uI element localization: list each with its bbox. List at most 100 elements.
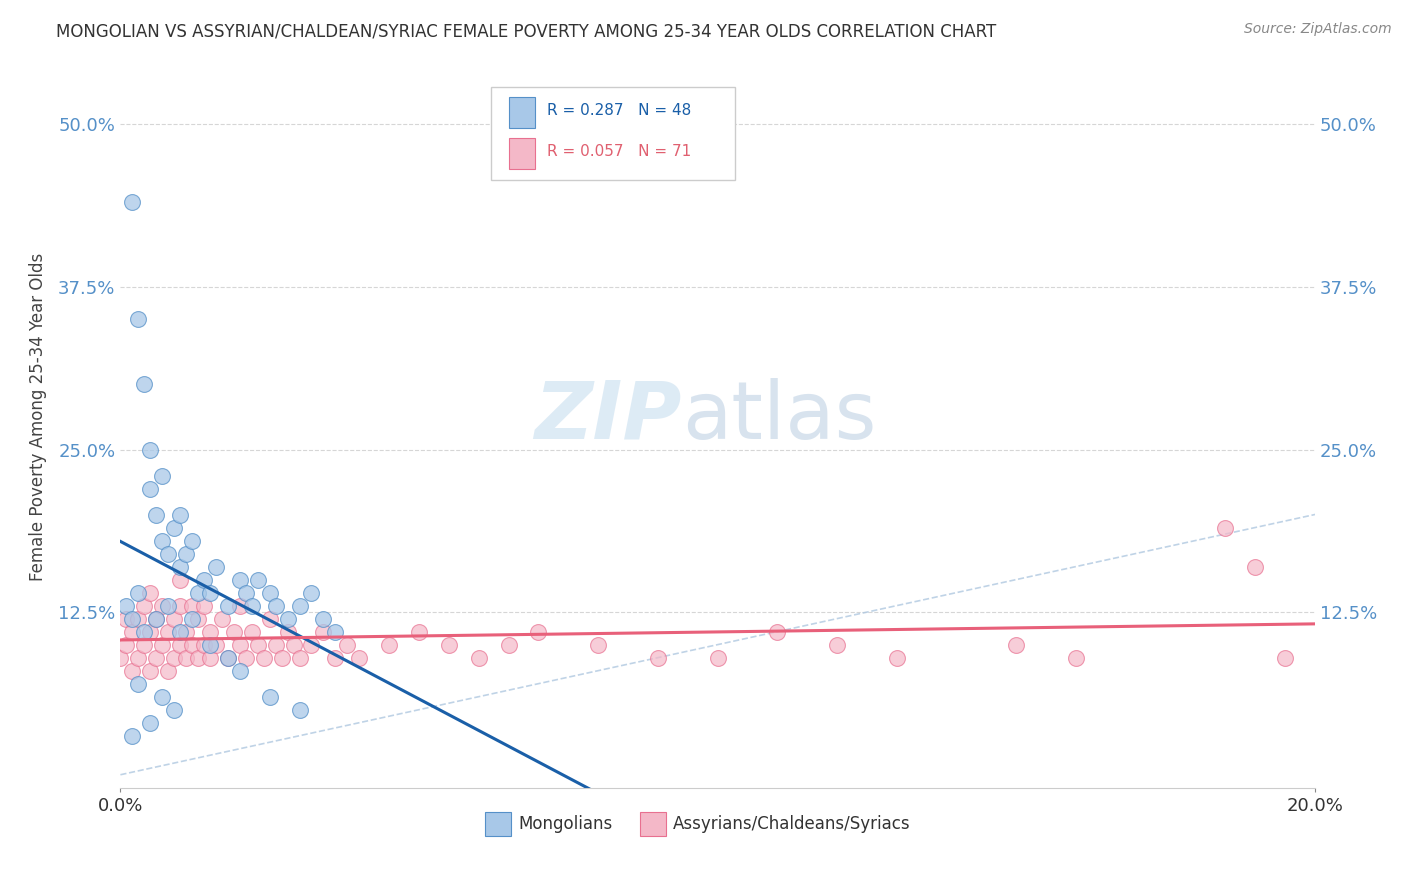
Point: [169, 624, 191, 639]
Point: [134, 377, 156, 392]
Point: [134, 624, 156, 639]
Point: [229, 664, 252, 678]
Point: [145, 612, 167, 626]
Point: [127, 612, 149, 626]
Point: [163, 612, 186, 626]
Point: [349, 650, 371, 665]
Point: [150, 690, 173, 704]
Point: [187, 612, 209, 626]
Point: [139, 442, 162, 457]
Point: [115, 638, 138, 652]
Point: [127, 585, 149, 599]
Point: [498, 638, 520, 652]
Point: [647, 650, 669, 665]
FancyBboxPatch shape: [509, 97, 534, 128]
Point: [198, 650, 221, 665]
Point: [157, 547, 180, 561]
Point: [277, 624, 299, 639]
Point: [181, 612, 204, 626]
Point: [121, 664, 143, 678]
Point: [211, 612, 233, 626]
Point: [187, 650, 209, 665]
Point: [145, 650, 167, 665]
Point: [886, 650, 908, 665]
Point: [139, 585, 162, 599]
Point: [467, 650, 489, 665]
Text: Assyrians/Chaldeans/Syriacs: Assyrians/Chaldeans/Syriacs: [673, 815, 911, 833]
Point: [217, 650, 239, 665]
Point: [163, 520, 186, 534]
Point: [174, 624, 197, 639]
Point: [127, 676, 149, 690]
Text: Source: ZipAtlas.com: Source: ZipAtlas.com: [1244, 22, 1392, 37]
Point: [527, 624, 550, 639]
Point: [163, 650, 186, 665]
Point: [259, 585, 281, 599]
Point: [139, 664, 162, 678]
FancyBboxPatch shape: [640, 813, 666, 836]
Point: [157, 664, 180, 678]
Point: [198, 624, 221, 639]
Point: [198, 585, 221, 599]
Point: [240, 624, 263, 639]
Point: [222, 624, 245, 639]
Point: [378, 638, 401, 652]
Point: [115, 612, 138, 626]
Point: [127, 312, 149, 326]
FancyBboxPatch shape: [509, 138, 534, 169]
Point: [139, 715, 162, 730]
Point: [288, 599, 311, 613]
FancyBboxPatch shape: [485, 813, 510, 836]
Point: [1005, 638, 1028, 652]
Point: [150, 468, 173, 483]
Point: [825, 638, 848, 652]
FancyBboxPatch shape: [491, 87, 735, 179]
Point: [150, 599, 173, 613]
Point: [706, 650, 728, 665]
Point: [217, 599, 239, 613]
Point: [169, 508, 191, 522]
Point: [301, 638, 323, 652]
Point: [264, 599, 287, 613]
Point: [1244, 559, 1267, 574]
Point: [264, 638, 287, 652]
Point: [174, 547, 197, 561]
Point: [586, 638, 609, 652]
Point: [157, 624, 180, 639]
Point: [1274, 650, 1296, 665]
Point: [163, 703, 186, 717]
Point: [336, 638, 359, 652]
Point: [193, 638, 215, 652]
Point: [205, 559, 228, 574]
Point: [139, 624, 162, 639]
Point: [193, 599, 215, 613]
Point: [169, 559, 191, 574]
Text: MONGOLIAN VS ASSYRIAN/CHALDEAN/SYRIAC FEMALE POVERTY AMONG 25-34 YEAR OLDS CORRE: MONGOLIAN VS ASSYRIAN/CHALDEAN/SYRIAC FE…: [56, 22, 997, 40]
Point: [169, 599, 191, 613]
Text: atlas: atlas: [682, 378, 876, 456]
Point: [181, 599, 204, 613]
Point: [145, 612, 167, 626]
Point: [217, 650, 239, 665]
Point: [277, 612, 299, 626]
Point: [145, 508, 167, 522]
Point: [766, 624, 789, 639]
Point: [134, 638, 156, 652]
Point: [169, 638, 191, 652]
Y-axis label: Female Poverty Among 25-34 Year Olds: Female Poverty Among 25-34 Year Olds: [30, 252, 46, 581]
Point: [1064, 650, 1087, 665]
Point: [229, 599, 252, 613]
Point: [115, 599, 138, 613]
Point: [174, 650, 197, 665]
Point: [187, 585, 209, 599]
Point: [121, 624, 143, 639]
Point: [193, 573, 215, 587]
Text: ZIP: ZIP: [534, 378, 682, 456]
Point: [157, 599, 180, 613]
Point: [205, 638, 228, 652]
Point: [312, 612, 335, 626]
Point: [110, 650, 132, 665]
Text: R = 0.287   N = 48: R = 0.287 N = 48: [547, 103, 690, 118]
Point: [235, 650, 257, 665]
Point: [134, 599, 156, 613]
